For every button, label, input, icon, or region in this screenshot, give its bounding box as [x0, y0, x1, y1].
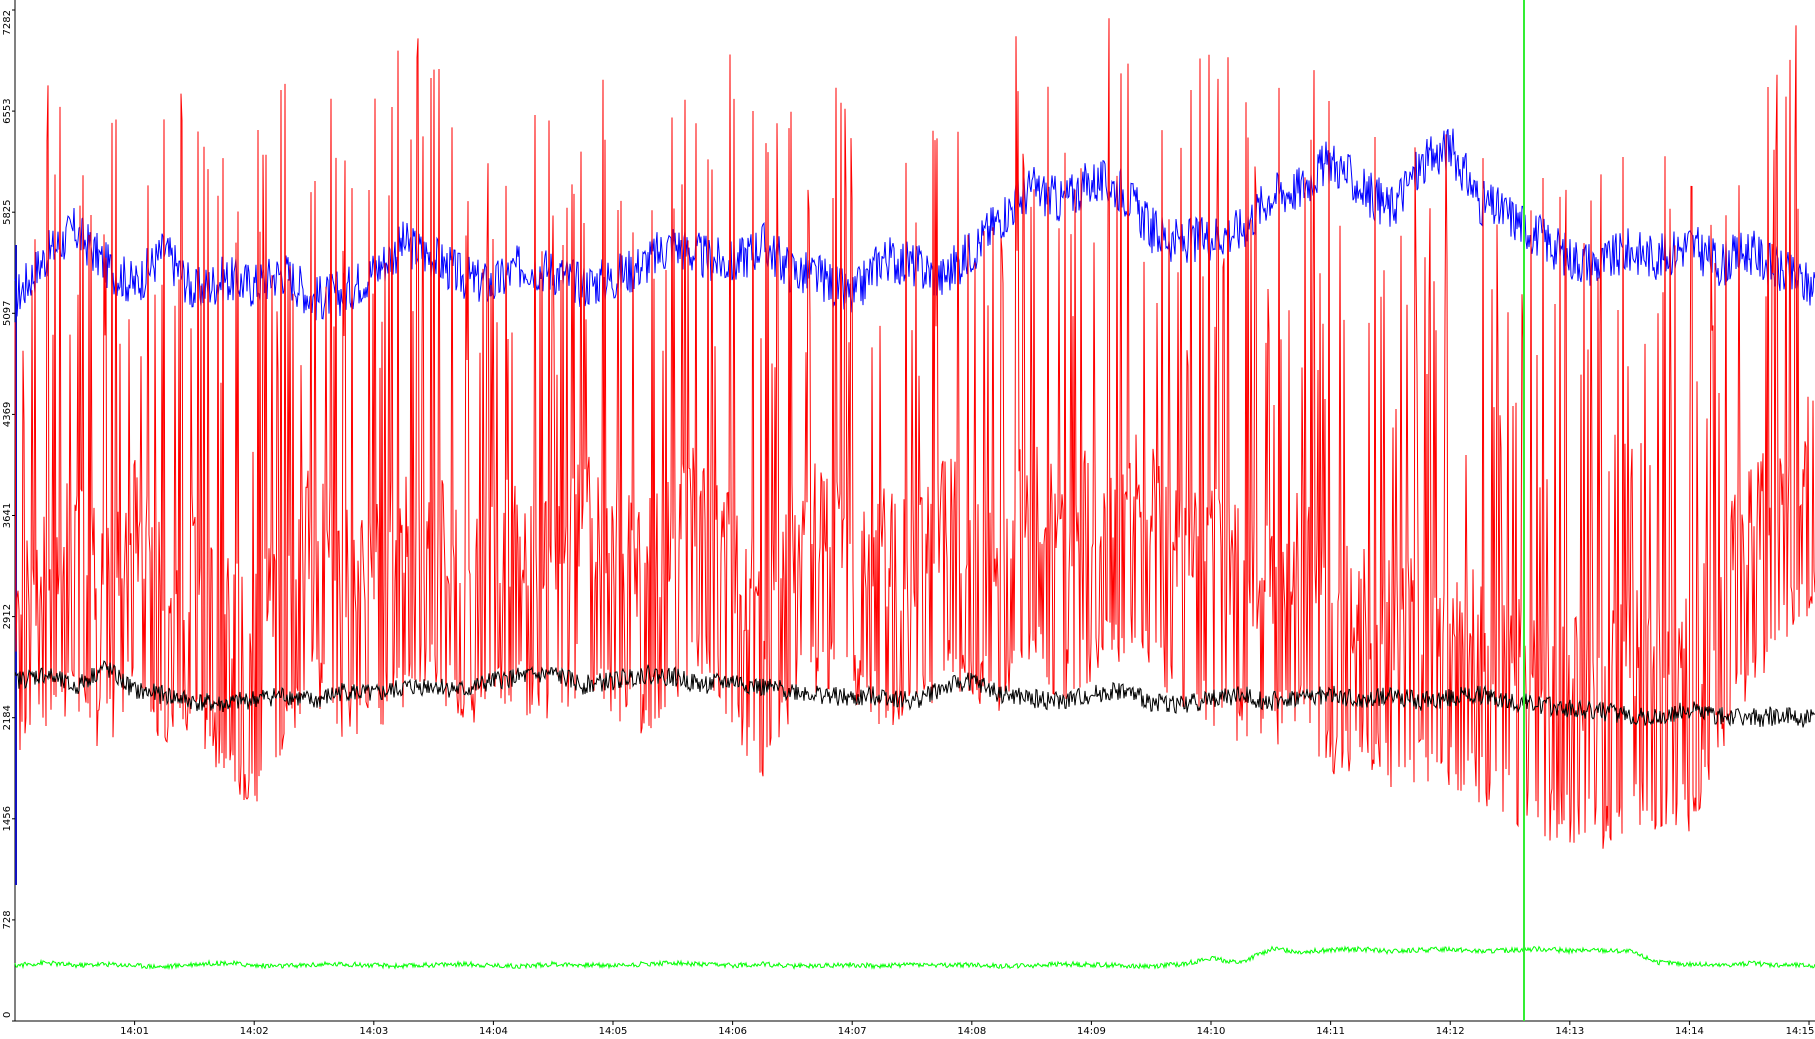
- series-line-3: [14, 945, 1815, 971]
- series-line-2: [14, 660, 1815, 728]
- y-tick-label: 3641: [2, 503, 13, 528]
- x-tick-label: 14:06: [718, 1026, 747, 1037]
- x-tick-label: 14:14: [1675, 1026, 1704, 1037]
- x-tick-label: 14:09: [1077, 1026, 1106, 1037]
- y-tick-label: 2184: [2, 705, 13, 730]
- y-tick-label: 2912: [2, 604, 13, 629]
- x-tick-label: 14:03: [359, 1026, 388, 1037]
- x-tick-label: 14:08: [957, 1026, 986, 1037]
- x-tick-label: 14:07: [838, 1026, 867, 1037]
- x-tick-label: 14:13: [1555, 1026, 1584, 1037]
- y-tick-label: 6553: [2, 98, 13, 123]
- y-tick-label: 5097: [2, 301, 13, 326]
- y-tick-label: 4369: [2, 402, 13, 427]
- y-tick-label: 1456: [2, 806, 13, 831]
- series-layer: [14, 18, 1815, 971]
- series-line-1: [14, 18, 1815, 849]
- x-tick-label: 14:01: [120, 1026, 149, 1037]
- x-tick-label: 14:12: [1436, 1026, 1465, 1037]
- x-tick-label: 14:15: [1786, 1026, 1815, 1037]
- y-tick-label: 5825: [2, 199, 13, 224]
- y-tick-label: 0: [2, 1012, 13, 1018]
- x-tick-label: 14:02: [240, 1026, 269, 1037]
- x-tick-label: 14:04: [479, 1026, 508, 1037]
- y-tick-label: 728: [2, 910, 13, 929]
- y-tick-label: 7282: [2, 10, 13, 35]
- x-tick-label: 14:11: [1316, 1026, 1345, 1037]
- y-tick-labels: 0 728 1456 2184 2912 3641 4369 5097 5825 6553 7282: [2, 9, 15, 1022]
- x-tick-label: 14:05: [599, 1026, 628, 1037]
- x-tick-labels: 14:01 14:02 14:03 14:04 14:05 14:06 14:07 14:08…: [120, 1021, 1814, 1037]
- x-tick-label: 14:10: [1197, 1026, 1226, 1037]
